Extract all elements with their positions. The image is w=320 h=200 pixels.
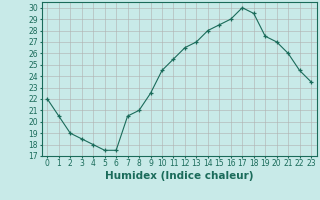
X-axis label: Humidex (Indice chaleur): Humidex (Indice chaleur) [105,171,253,181]
